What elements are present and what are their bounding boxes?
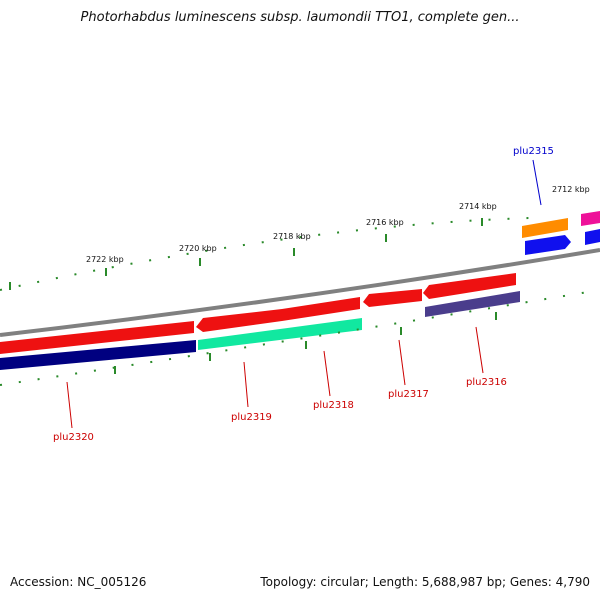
leader-plu2318: [323, 350, 331, 397]
cds-bar-purple: [425, 291, 520, 317]
leader-plu2315: [532, 159, 542, 206]
scale-label: 2712 kbp: [552, 185, 590, 194]
gene-label-plu2315[interactable]: plu2315: [513, 146, 554, 157]
scale-label: 2714 kbp: [459, 202, 497, 211]
map-title: Photorhabdus luminescens subsp. laumondi…: [80, 10, 520, 25]
leader-plu2316: [475, 326, 484, 374]
scale-label: 2718 kbp: [273, 232, 311, 241]
gene-label-plu2317[interactable]: plu2317: [388, 389, 429, 400]
cds-bar-navy: [0, 340, 196, 370]
gene-label-plu2318[interactable]: plu2318: [313, 400, 354, 411]
scale-label: 2720 kbp: [179, 244, 217, 253]
leader-plu2317: [398, 339, 406, 386]
feature-blue[interactable]: [525, 235, 571, 255]
outer-scale-track: [0, 217, 531, 291]
accession-text: Accession: NC_005126: [10, 575, 147, 589]
cds-track: [0, 291, 520, 370]
feature-pink[interactable]: [581, 211, 600, 226]
gene-arrow-plu2320[interactable]: [0, 321, 194, 354]
scale-label: 2722 kbp: [86, 255, 124, 264]
scale-label: 2716 kbp: [366, 218, 404, 227]
gene-arrow-plu2319[interactable]: [196, 309, 282, 332]
gene-label-plu2316[interactable]: plu2316: [466, 377, 507, 388]
feature-blue-right[interactable]: [585, 229, 600, 245]
leader-plu2319: [243, 361, 249, 408]
inner-major-ticks: [114, 312, 497, 374]
gene-arrow-plu2316[interactable]: [423, 273, 516, 299]
gene-arrow-plu2318[interactable]: [282, 297, 360, 321]
topology-summary: Topology: circular; Length: 5,688,987 bp…: [260, 575, 590, 589]
gene-label-plu2320[interactable]: plu2320: [53, 432, 94, 443]
gene-track-red: [0, 273, 516, 354]
gene-arrow-plu2317[interactable]: [363, 289, 422, 307]
upper-features: [522, 211, 600, 255]
feature-orange[interactable]: [522, 218, 568, 238]
genome-backbone: [0, 248, 600, 337]
outer-major-ticks: [9, 218, 483, 290]
leader-plu2320: [66, 381, 73, 429]
cds-bar-teal: [198, 318, 362, 350]
gene-label-plu2319[interactable]: plu2319: [231, 412, 272, 423]
